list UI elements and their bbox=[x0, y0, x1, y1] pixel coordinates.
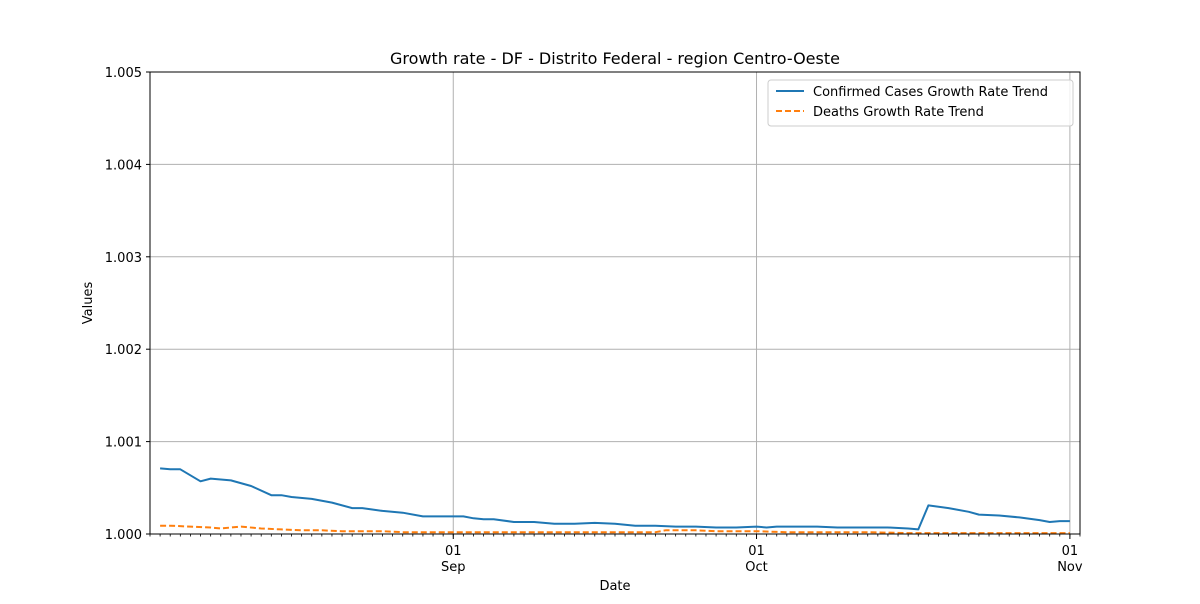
x-tick-month-label: Sep bbox=[441, 560, 466, 575]
x-tick-month-label: Nov bbox=[1057, 560, 1083, 575]
y-tick-label: 1.002 bbox=[105, 343, 142, 358]
y-tick-label: 1.000 bbox=[105, 528, 142, 543]
confirmed-cases-line bbox=[160, 467, 1070, 531]
x-tick-day-label: 01 bbox=[445, 544, 462, 559]
y-tick-label: 1.001 bbox=[105, 436, 142, 451]
legend-label-confirmed: Confirmed Cases Growth Rate Trend bbox=[813, 85, 1048, 100]
x-tick-day-label: 01 bbox=[748, 544, 765, 559]
x-axis-title: Date bbox=[599, 579, 630, 594]
y-tick-label: 1.005 bbox=[105, 66, 142, 81]
y-tick-label: 1.004 bbox=[105, 158, 142, 173]
legend-label-deaths: Deaths Growth Rate Trend bbox=[813, 105, 984, 120]
chart-title: Growth rate - DF - Distrito Federal - re… bbox=[390, 49, 840, 68]
x-tick-day-label: 01 bbox=[1062, 544, 1079, 559]
y-tick-label: 1.003 bbox=[105, 251, 142, 266]
deaths-line bbox=[160, 524, 1070, 535]
x-tick-month-label: Oct bbox=[745, 560, 767, 575]
legend: Confirmed Cases Growth Rate Trend Deaths… bbox=[767, 79, 1074, 127]
legend-box bbox=[767, 79, 1074, 127]
y-axis-title: Values bbox=[81, 282, 96, 325]
plot-frame bbox=[149, 71, 1081, 535]
axes-layer: 1.0001.0011.0021.0031.0041.00501Sep01Oct… bbox=[105, 66, 1083, 575]
series-layer bbox=[160, 467, 1070, 535]
